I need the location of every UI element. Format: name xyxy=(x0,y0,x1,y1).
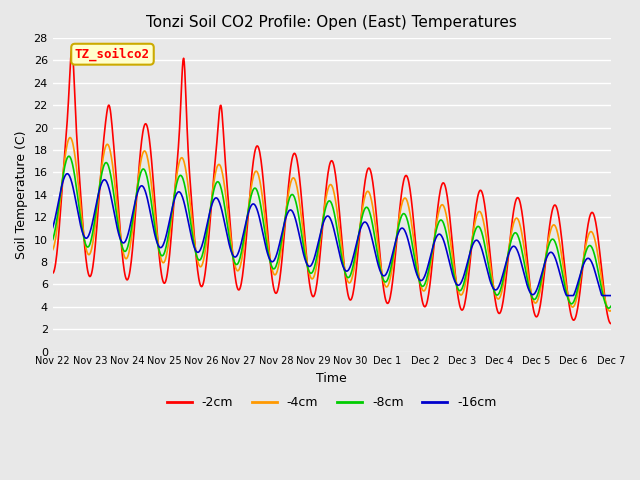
Title: Tonzi Soil CO2 Profile: Open (East) Temperatures: Tonzi Soil CO2 Profile: Open (East) Temp… xyxy=(147,15,517,30)
Legend: -2cm, -4cm, -8cm, -16cm: -2cm, -4cm, -8cm, -16cm xyxy=(162,391,502,414)
Y-axis label: Soil Temperature (C): Soil Temperature (C) xyxy=(15,131,28,259)
Text: TZ_soilco2: TZ_soilco2 xyxy=(75,48,150,61)
X-axis label: Time: Time xyxy=(316,372,347,385)
